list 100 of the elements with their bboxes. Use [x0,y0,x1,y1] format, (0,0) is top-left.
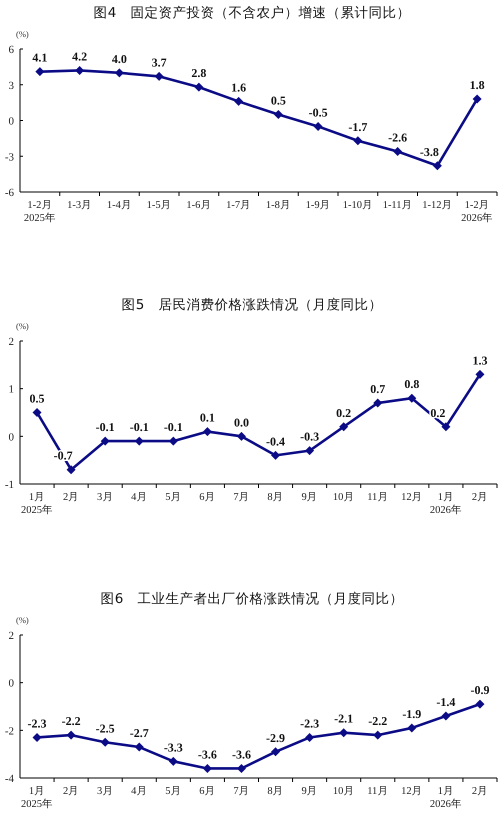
x-tick-label: 4月 [131,785,148,797]
y-tick-label: 2 [8,336,14,348]
data-label: -0.4 [266,434,286,448]
y-tick-label: 0 [8,116,14,128]
point [441,422,450,432]
x-tick-label: 1-7月 [226,199,252,211]
data-label: 0.5 [30,392,45,406]
x-tick-label: 1月 2026年 [430,491,462,516]
data-label: 0.2 [336,406,352,420]
x-tick-label: 1-2月 2026年 [461,199,494,224]
point [100,436,110,446]
point [271,747,280,756]
point [314,122,323,131]
x-tick-label: 4月 [131,491,148,503]
x-tick-label: 12月 [401,785,423,797]
x-tick-label: 1-4月 [106,199,132,211]
point [373,730,382,740]
data-label: 0.1 [200,410,215,425]
x-tick-label: 7月 [233,491,250,503]
point [475,700,484,709]
point [475,370,484,379]
data-label: -3.6 [198,747,217,762]
x-tick-label: 5月 [165,785,182,797]
point [407,394,416,403]
point [35,67,44,76]
y-axis-title: (%) [16,615,29,625]
x-tick-label: 1月 2026年 [430,785,462,810]
chart-title: 图4 固定资产投资（不含农户）增速（累计同比） [94,5,410,21]
point [66,730,76,740]
data-label: 3.7 [152,55,167,70]
y-tick-label: -1 [4,479,14,491]
data-label: 4.0 [112,52,127,66]
x-tick-label: 2月 [472,491,488,503]
point [134,742,144,752]
point [271,450,280,460]
x-tick-label: 1月 2025年 [21,491,54,516]
chart-title: 图5 居民消费价格涨跌情况（月度同比） [122,297,382,313]
data-label: -0.3 [300,430,320,444]
data-label: 0.8 [404,377,420,392]
x-tick-label: 2月 [62,785,80,797]
y-tick-label: 0 [8,678,14,690]
data-label: -0.5 [308,105,328,120]
data-label: -0.9 [470,683,490,698]
point [168,756,178,766]
data-label: -3.6 [232,747,251,762]
point [66,465,76,474]
point [100,738,110,747]
x-tick-label: 10月 [332,785,354,797]
point [202,764,212,773]
x-tick-label: 2月 [62,491,80,503]
data-label: 0.0 [234,415,249,430]
point [305,446,314,456]
data-label: 1.3 [472,353,488,368]
x-tick-label: 6月 [199,785,216,797]
point [114,68,124,78]
x-tick-label: 8月 [267,491,284,503]
data-label: 2.8 [191,66,206,80]
data-label: -2.7 [130,726,149,740]
y-tick-label: 2 [8,630,14,642]
y-axis-title: (%) [16,321,29,331]
x-tick-label: 9月 [301,491,318,503]
data-label: 1.8 [470,78,485,92]
data-label: -2.9 [266,730,286,745]
x-tick-label: 2月 [472,785,488,797]
y-tick-label: 6 [8,44,14,56]
data-label: -0.1 [164,420,183,434]
data-label: -2.2 [368,714,388,728]
x-tick-label: 3月 [97,491,114,503]
data-label: -2.3 [28,716,47,730]
data-label: -2.2 [62,714,81,728]
x-tick-label: 7月 [233,785,250,797]
point [339,422,348,432]
x-tick-label: 1-11月 [382,199,413,211]
y-tick-label: -6 [4,187,14,199]
point [32,408,42,417]
x-tick-label: 6月 [199,491,216,503]
data-label: -3.3 [164,740,183,754]
x-tick-label: 1-2月 2025年 [24,199,56,224]
data-label: -2.6 [388,130,408,144]
point [236,432,246,441]
data-label: -2.1 [334,712,354,726]
x-tick-label: 1-8月 [266,199,291,211]
y-axis-title: (%) [16,29,29,39]
data-label: 0.5 [270,94,286,108]
x-tick-label: 10月 [332,491,354,503]
x-tick-label: 1-12月 [422,199,452,211]
chart-title: 图6 工业生产者出厂价格涨跌情况（月度同比） [100,591,404,607]
point [154,72,164,81]
point [168,436,178,446]
point [234,96,244,106]
data-label: -1.7 [348,120,368,134]
x-tick-label: 9月 [301,785,318,797]
x-tick-label: 11月 [367,491,388,503]
y-tick-label: -4 [4,773,14,785]
x-tick-label: 1-3月 [67,199,92,211]
x-tick-label: 12月 [401,491,423,503]
x-tick-label: 1-6月 [186,199,212,211]
x-tick-label: 3月 [97,785,114,797]
data-label: 4.2 [72,49,88,64]
data-label: 0.2 [430,406,446,420]
